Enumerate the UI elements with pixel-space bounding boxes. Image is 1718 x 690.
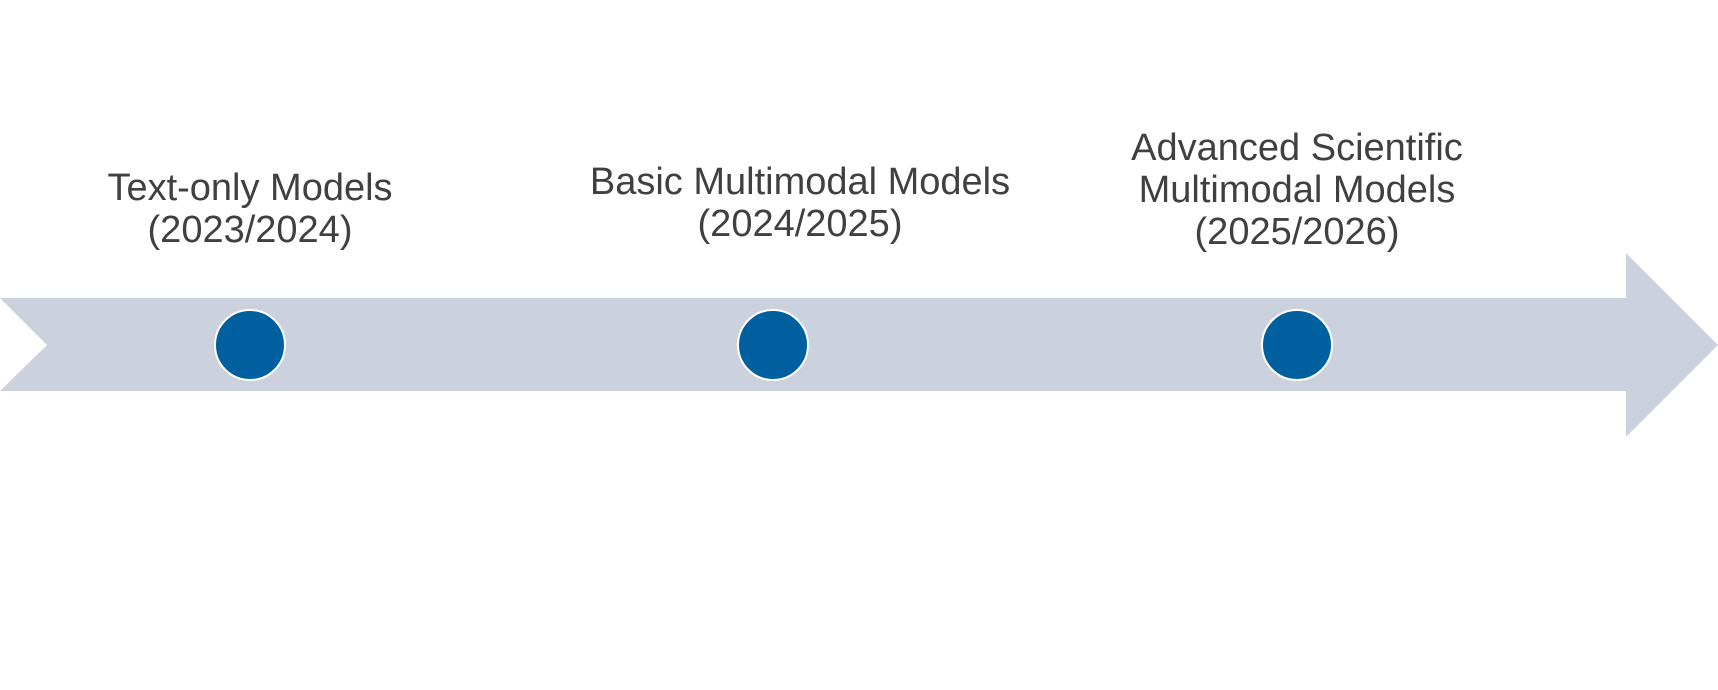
milestone-title-line: Multimodal Models xyxy=(1138,169,1456,211)
milestone-period: (2024/2025) xyxy=(697,203,903,245)
milestone-label-1: Text-only Models (2023/2024) xyxy=(0,167,530,251)
timeline-arrow xyxy=(0,253,1718,437)
milestone-period: (2025/2026) xyxy=(1194,211,1400,253)
milestone-title-line: Basic Multimodal Models xyxy=(589,161,1011,203)
milestone-title-line: Advanced Scientific xyxy=(1131,127,1463,169)
milestone-title-line: Text-only Models xyxy=(107,167,393,209)
milestone-label-2: Basic Multimodal Models (2024/2025) xyxy=(520,161,1080,245)
milestone-marker-2 xyxy=(737,309,809,381)
milestone-period: (2023/2024) xyxy=(147,209,353,251)
milestone-marker-3 xyxy=(1261,309,1333,381)
milestone-label-3: Advanced Scientific Multimodal Models (2… xyxy=(1017,127,1577,253)
milestone-marker-1 xyxy=(214,309,286,381)
